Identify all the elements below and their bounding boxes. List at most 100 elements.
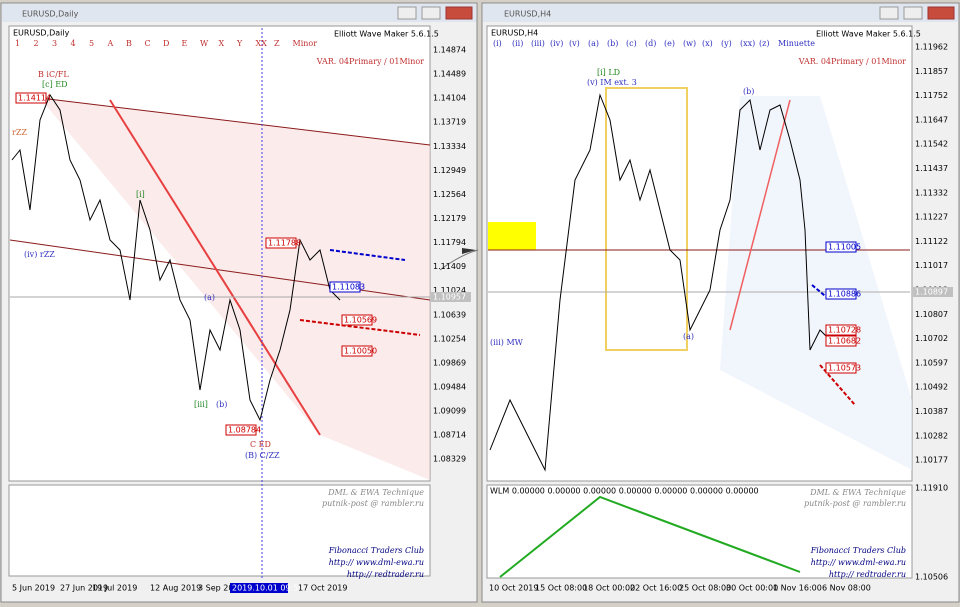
wave-button[interactable]: 3 bbox=[52, 39, 57, 48]
wave-button[interactable]: (c) bbox=[626, 39, 637, 48]
price-path bbox=[11, 93, 341, 422]
price-label: 1.11542 bbox=[915, 140, 948, 149]
wave-button[interactable]: (y) bbox=[721, 39, 732, 48]
date-label: 18 Oct 00:00 bbox=[583, 584, 635, 593]
price-label: 1.10492 bbox=[915, 383, 948, 392]
price-label: 1.09869 bbox=[433, 358, 466, 367]
footer-text: DML & EWA Technique bbox=[327, 488, 424, 497]
price-label: 1.10282 bbox=[915, 431, 948, 440]
wave-button[interactable]: Y bbox=[236, 39, 243, 48]
wave-button[interactable]: X bbox=[219, 39, 225, 48]
price-label: 1.10639 bbox=[433, 310, 466, 319]
wave-button[interactable]: (iii) bbox=[531, 39, 545, 48]
level-label: 1.14114 bbox=[18, 94, 51, 103]
footer-text: http:// www.dml-ewa.ru bbox=[329, 558, 424, 567]
connector bbox=[439, 249, 479, 271]
wave-button[interactable]: D bbox=[163, 39, 169, 48]
level-label: 1.10569 bbox=[344, 316, 377, 325]
price-label: 1.14874 bbox=[433, 46, 466, 55]
wave-button[interactable]: (e) bbox=[664, 39, 675, 48]
wave-label: (a) bbox=[204, 293, 215, 302]
price-label: 1.11437 bbox=[915, 164, 948, 173]
wave-button[interactable]: 2 bbox=[34, 39, 39, 48]
current-price: 1.10897 bbox=[915, 288, 948, 297]
indicator-price: 1.10506 bbox=[915, 573, 948, 582]
wave-button[interactable]: (w) bbox=[683, 39, 696, 48]
price-label: 1.14489 bbox=[433, 70, 466, 79]
price-label: 1.11017 bbox=[915, 261, 948, 270]
title-bar bbox=[2, 4, 476, 22]
close[interactable] bbox=[445, 6, 473, 20]
date-label: 27 Jun 2019 bbox=[60, 584, 108, 593]
fork bbox=[720, 96, 912, 470]
price-label: 1.08329 bbox=[433, 455, 466, 464]
level-box bbox=[341, 345, 373, 357]
wave-button[interactable]: (d) bbox=[645, 39, 656, 48]
wave-button[interactable]: 1 bbox=[15, 39, 20, 48]
minimize[interactable] bbox=[879, 6, 899, 20]
target-line bbox=[329, 249, 406, 261]
wave-label: (iv) rZZ bbox=[24, 250, 55, 259]
wave-label: rZZ bbox=[12, 128, 27, 137]
footer-text: putnik-post @ rambler.ru bbox=[804, 499, 906, 508]
date-label: 15 Oct 08:00 bbox=[535, 584, 587, 593]
wave-button[interactable]: Minor bbox=[293, 39, 318, 48]
wave-button[interactable]: 5 bbox=[89, 39, 94, 48]
indicator-left bbox=[8, 484, 431, 577]
price-label: 1.11962 bbox=[915, 43, 948, 52]
price-label: 1.11857 bbox=[915, 67, 948, 76]
trend-line bbox=[109, 99, 321, 436]
wave-button[interactable]: (xx) bbox=[740, 39, 755, 48]
level-box bbox=[15, 92, 47, 104]
price-label: 1.12949 bbox=[433, 166, 466, 175]
wave-button[interactable]: Minuette bbox=[778, 39, 815, 48]
box bbox=[605, 87, 688, 351]
date-label: 5 Jun 2019 bbox=[12, 584, 55, 593]
close[interactable] bbox=[927, 6, 955, 20]
price-label: 1.09099 bbox=[433, 407, 466, 416]
wave-label: [c] ED bbox=[42, 80, 68, 89]
minimize[interactable] bbox=[397, 6, 417, 20]
wave-label: (B) C/ZZ bbox=[245, 451, 280, 460]
wave-label: C ED bbox=[250, 440, 271, 449]
wave-button[interactable]: (z) bbox=[759, 39, 769, 48]
wave-button[interactable]: (i) bbox=[493, 39, 502, 48]
current-price: 1.10957 bbox=[433, 293, 466, 302]
maximize[interactable] bbox=[421, 6, 441, 20]
level-box bbox=[341, 314, 373, 326]
wave-button[interactable]: A bbox=[107, 39, 114, 48]
wave-button[interactable]: W bbox=[200, 39, 209, 48]
current-price-box bbox=[913, 287, 953, 297]
wave-button[interactable]: (a) bbox=[588, 39, 599, 48]
level-box bbox=[825, 335, 857, 347]
wave-button[interactable]: (b) bbox=[607, 39, 618, 48]
date-label: 12 Aug 2019 bbox=[150, 584, 201, 593]
wave-button[interactable]: E bbox=[182, 39, 188, 48]
variant: VAR. 04Primary / 01Minor bbox=[798, 57, 906, 66]
date-cursor bbox=[230, 583, 288, 593]
wave-button[interactable]: (iv) bbox=[550, 39, 563, 48]
wave-button[interactable]: XX bbox=[256, 39, 268, 48]
level-box bbox=[329, 281, 361, 293]
level-box bbox=[265, 237, 297, 249]
wave-button[interactable]: 4 bbox=[71, 39, 76, 48]
wave-button[interactable]: (v) bbox=[569, 39, 580, 48]
channel-line bbox=[39, 97, 431, 146]
wave-label: (b) bbox=[216, 400, 227, 409]
date-label: 10 Oct 2019 bbox=[489, 584, 538, 593]
price-label: 1.11024 bbox=[433, 286, 466, 295]
maximize[interactable] bbox=[903, 6, 923, 20]
wave-button[interactable]: C bbox=[145, 39, 151, 48]
price-label: 1.09484 bbox=[433, 382, 466, 391]
wave-button[interactable]: (x) bbox=[702, 39, 713, 48]
level-box bbox=[825, 324, 857, 336]
indicator-line bbox=[499, 495, 801, 578]
price-label: 1.14104 bbox=[433, 94, 466, 103]
wave-button[interactable]: (ii) bbox=[512, 39, 523, 48]
footer-text: Fibonacci Traders Club bbox=[810, 546, 906, 555]
wave-button[interactable]: B bbox=[126, 39, 132, 48]
symbol: EURUSD,H4 bbox=[491, 29, 538, 38]
wave-button[interactable]: Z bbox=[274, 39, 280, 48]
price-label: 1.11332 bbox=[915, 188, 948, 197]
